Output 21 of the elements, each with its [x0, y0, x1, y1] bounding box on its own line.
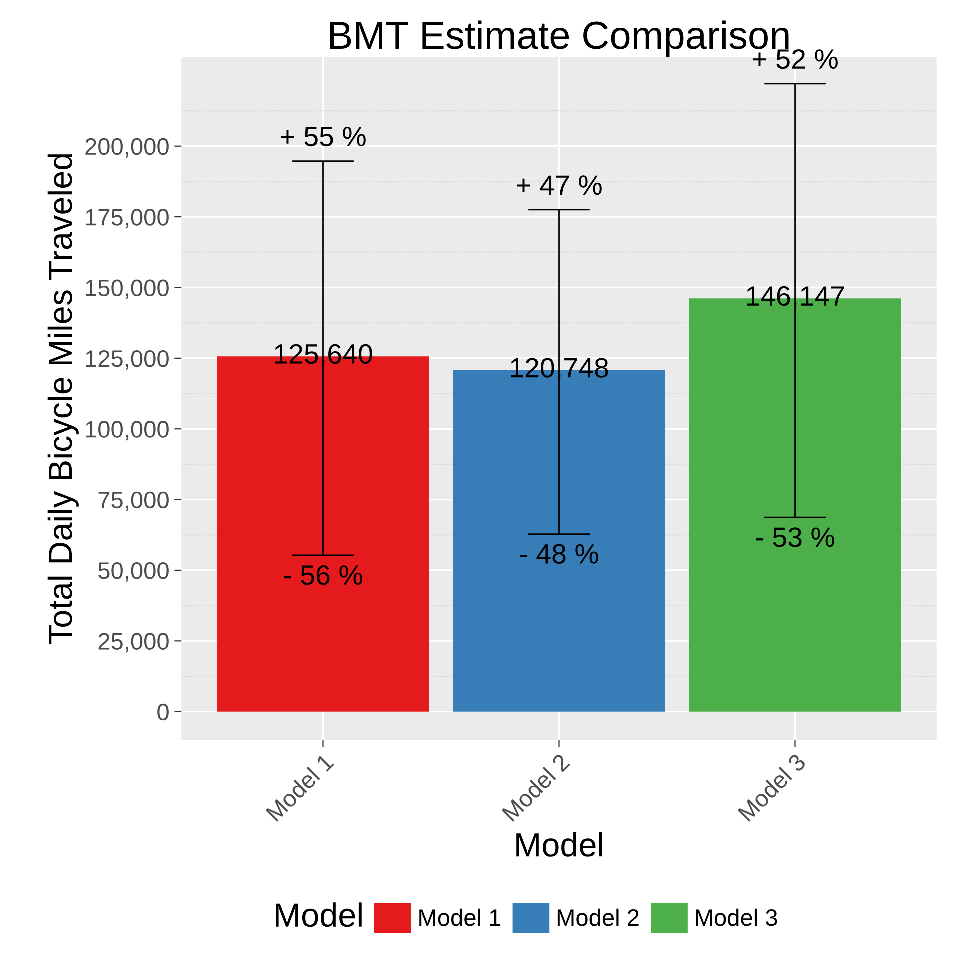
x-axis-title: Model [516, 832, 602, 857]
y-tick-label: 75,000 [98, 492, 169, 512]
annotation: + 55 % [280, 127, 366, 147]
y-tick-label: 150,000 [86, 280, 169, 300]
annotation: + 47 % [516, 176, 602, 196]
annotation: - 53 % [756, 528, 834, 548]
legend-label: Model 3 [696, 908, 778, 926]
legend-title: Model [276, 902, 362, 928]
y-tick-label: 25,000 [98, 633, 169, 653]
y-axis-title: Total Daily Bicycle Miles Traveled [48, 154, 79, 644]
y-tick-label: 100,000 [86, 421, 169, 441]
annotation: - 48 % [520, 544, 598, 564]
y-tick-label: 175,000 [86, 209, 169, 229]
y-tick-label: 50,000 [98, 562, 169, 582]
legend-label: Model 1 [420, 908, 501, 926]
data-label: 120,748 [511, 358, 608, 382]
annotation: - 56 % [284, 566, 362, 586]
y-tick-label: 200,000 [86, 138, 169, 158]
y-tick-label: 125,000 [86, 350, 169, 370]
y-tick-label: 0 [158, 704, 169, 721]
legend-label: Model 2 [558, 908, 639, 926]
